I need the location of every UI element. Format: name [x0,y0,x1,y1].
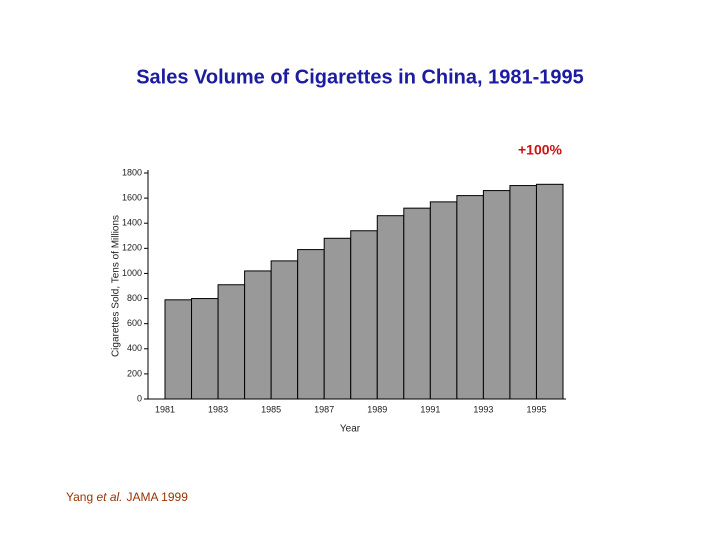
y-tick-label: 1600 [122,192,142,202]
y-axis-label: Cigarettes Sold, Tens of Millions [111,215,122,357]
bar [164,299,193,400]
y-tick-label: 800 [127,293,142,303]
y-tick-label: 1400 [122,218,142,228]
y-tick-label: 400 [127,343,142,353]
x-tick-label: 1983 [208,404,228,414]
bar [323,237,352,400]
x-tick-label: 1993 [473,404,493,414]
annotation: +100% [518,142,563,158]
bar [429,201,458,400]
source: Yang et al. JAMA 1999 [66,490,188,504]
y-tick-label: 1000 [122,268,142,278]
y-tick-label: 600 [127,318,142,328]
bar [535,183,564,400]
bar [456,195,484,400]
bar [270,260,299,400]
source-author: Yang [66,490,93,504]
x-tick-label: 1985 [261,404,281,414]
bar [350,230,378,400]
x-tick-label: 1989 [367,404,387,414]
bar [297,249,325,400]
x-tick-label: 1981 [155,404,175,414]
bar [482,190,511,400]
chart-title: Sales Volume of Cigarettes in China, 198… [136,66,584,88]
y-tick-label: 1800 [122,167,142,177]
y-tick-label: 1200 [122,243,142,253]
bar [244,270,272,400]
bar [403,207,431,400]
bar [191,298,219,400]
y-tick-label: 200 [127,368,142,378]
x-tick-label: 1995 [526,404,546,414]
bar [509,185,537,400]
bar [217,284,246,400]
source-etal: et al. [96,490,122,504]
y-tick-label: 0 [137,393,142,403]
x-tick-label: 1987 [314,404,334,414]
x-tick-label: 1991 [420,404,440,414]
bar [376,215,405,400]
source-rest: JAMA 1999 [127,490,189,504]
x-axis-label: Year [340,424,361,435]
